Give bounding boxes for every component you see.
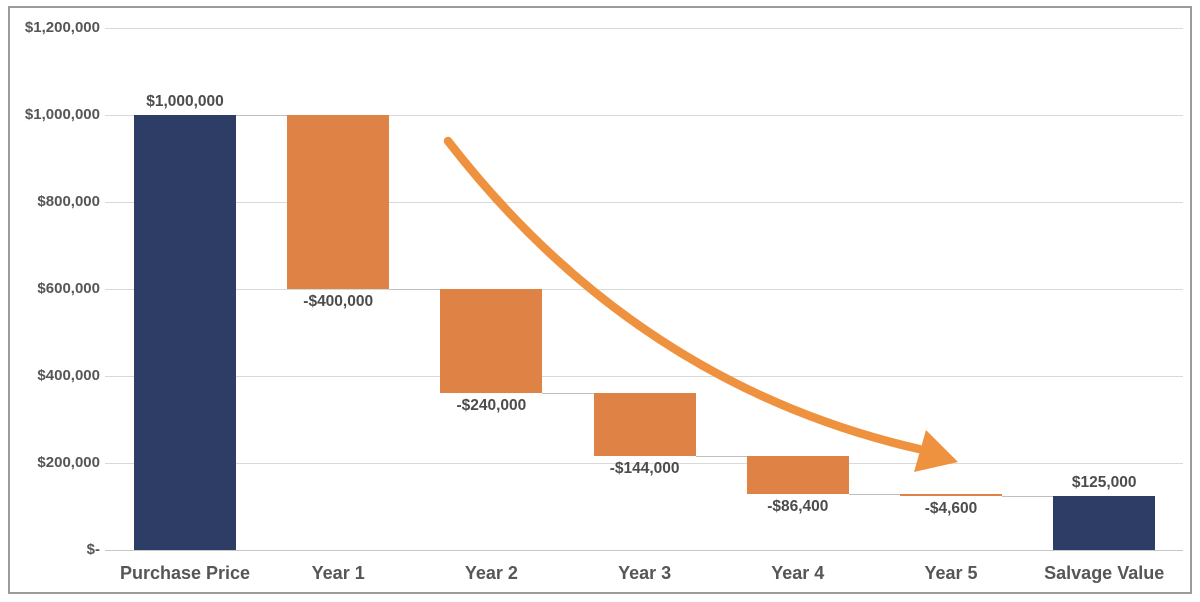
gridline <box>105 463 1183 464</box>
y-axis-tick-label: $400,000 <box>37 367 100 384</box>
bar-value-label: -$400,000 <box>303 293 374 310</box>
x-axis-category-label: Year 1 <box>311 563 365 583</box>
x-axis-category-label: Year 5 <box>924 563 978 583</box>
x-axis-category-label: Year 2 <box>464 563 518 583</box>
bar-value-label: -$86,400 <box>767 497 829 515</box>
bar-salvage-value <box>1053 495 1156 550</box>
x-axis-category-label: Year 3 <box>618 563 672 583</box>
waterfall-connector <box>695 456 747 458</box>
x-axis-category-label: Salvage Value <box>1044 563 1165 583</box>
waterfall-connector <box>389 289 441 290</box>
bar-year-4 <box>746 456 849 494</box>
y-axis-tick-label: $- <box>86 541 100 558</box>
gridline <box>105 115 1183 116</box>
bar-value-label: $125,000 <box>1071 473 1137 491</box>
bar-purchase-price <box>134 115 236 550</box>
y-axis-tick-label: $800,000 <box>37 193 100 210</box>
waterfall-connector <box>236 115 288 116</box>
gridline <box>105 28 1183 29</box>
gridline <box>105 550 1183 551</box>
bar-value-label: -$144,000 <box>609 460 680 478</box>
bar-value-label: -$4,600 <box>924 499 978 517</box>
x-axis-category-label: Year 4 <box>771 563 825 583</box>
x-axis-category-label: Purchase Price <box>119 563 251 583</box>
bar-year-1 <box>287 115 390 289</box>
bar-value-label: -$240,000 <box>456 397 527 415</box>
y-axis-tick-label: $600,000 <box>37 280 100 297</box>
y-axis-tick-label: $1,000,000 <box>24 106 100 123</box>
waterfall-connector <box>848 493 900 495</box>
y-axis-tick-label: $200,000 <box>37 454 100 471</box>
y-axis-tick-label: $1,200,000 <box>24 19 100 36</box>
waterfall-connector <box>1002 495 1054 497</box>
bar-value-label: $1,000,000 <box>146 93 224 110</box>
bar-year-5 <box>900 493 1002 496</box>
